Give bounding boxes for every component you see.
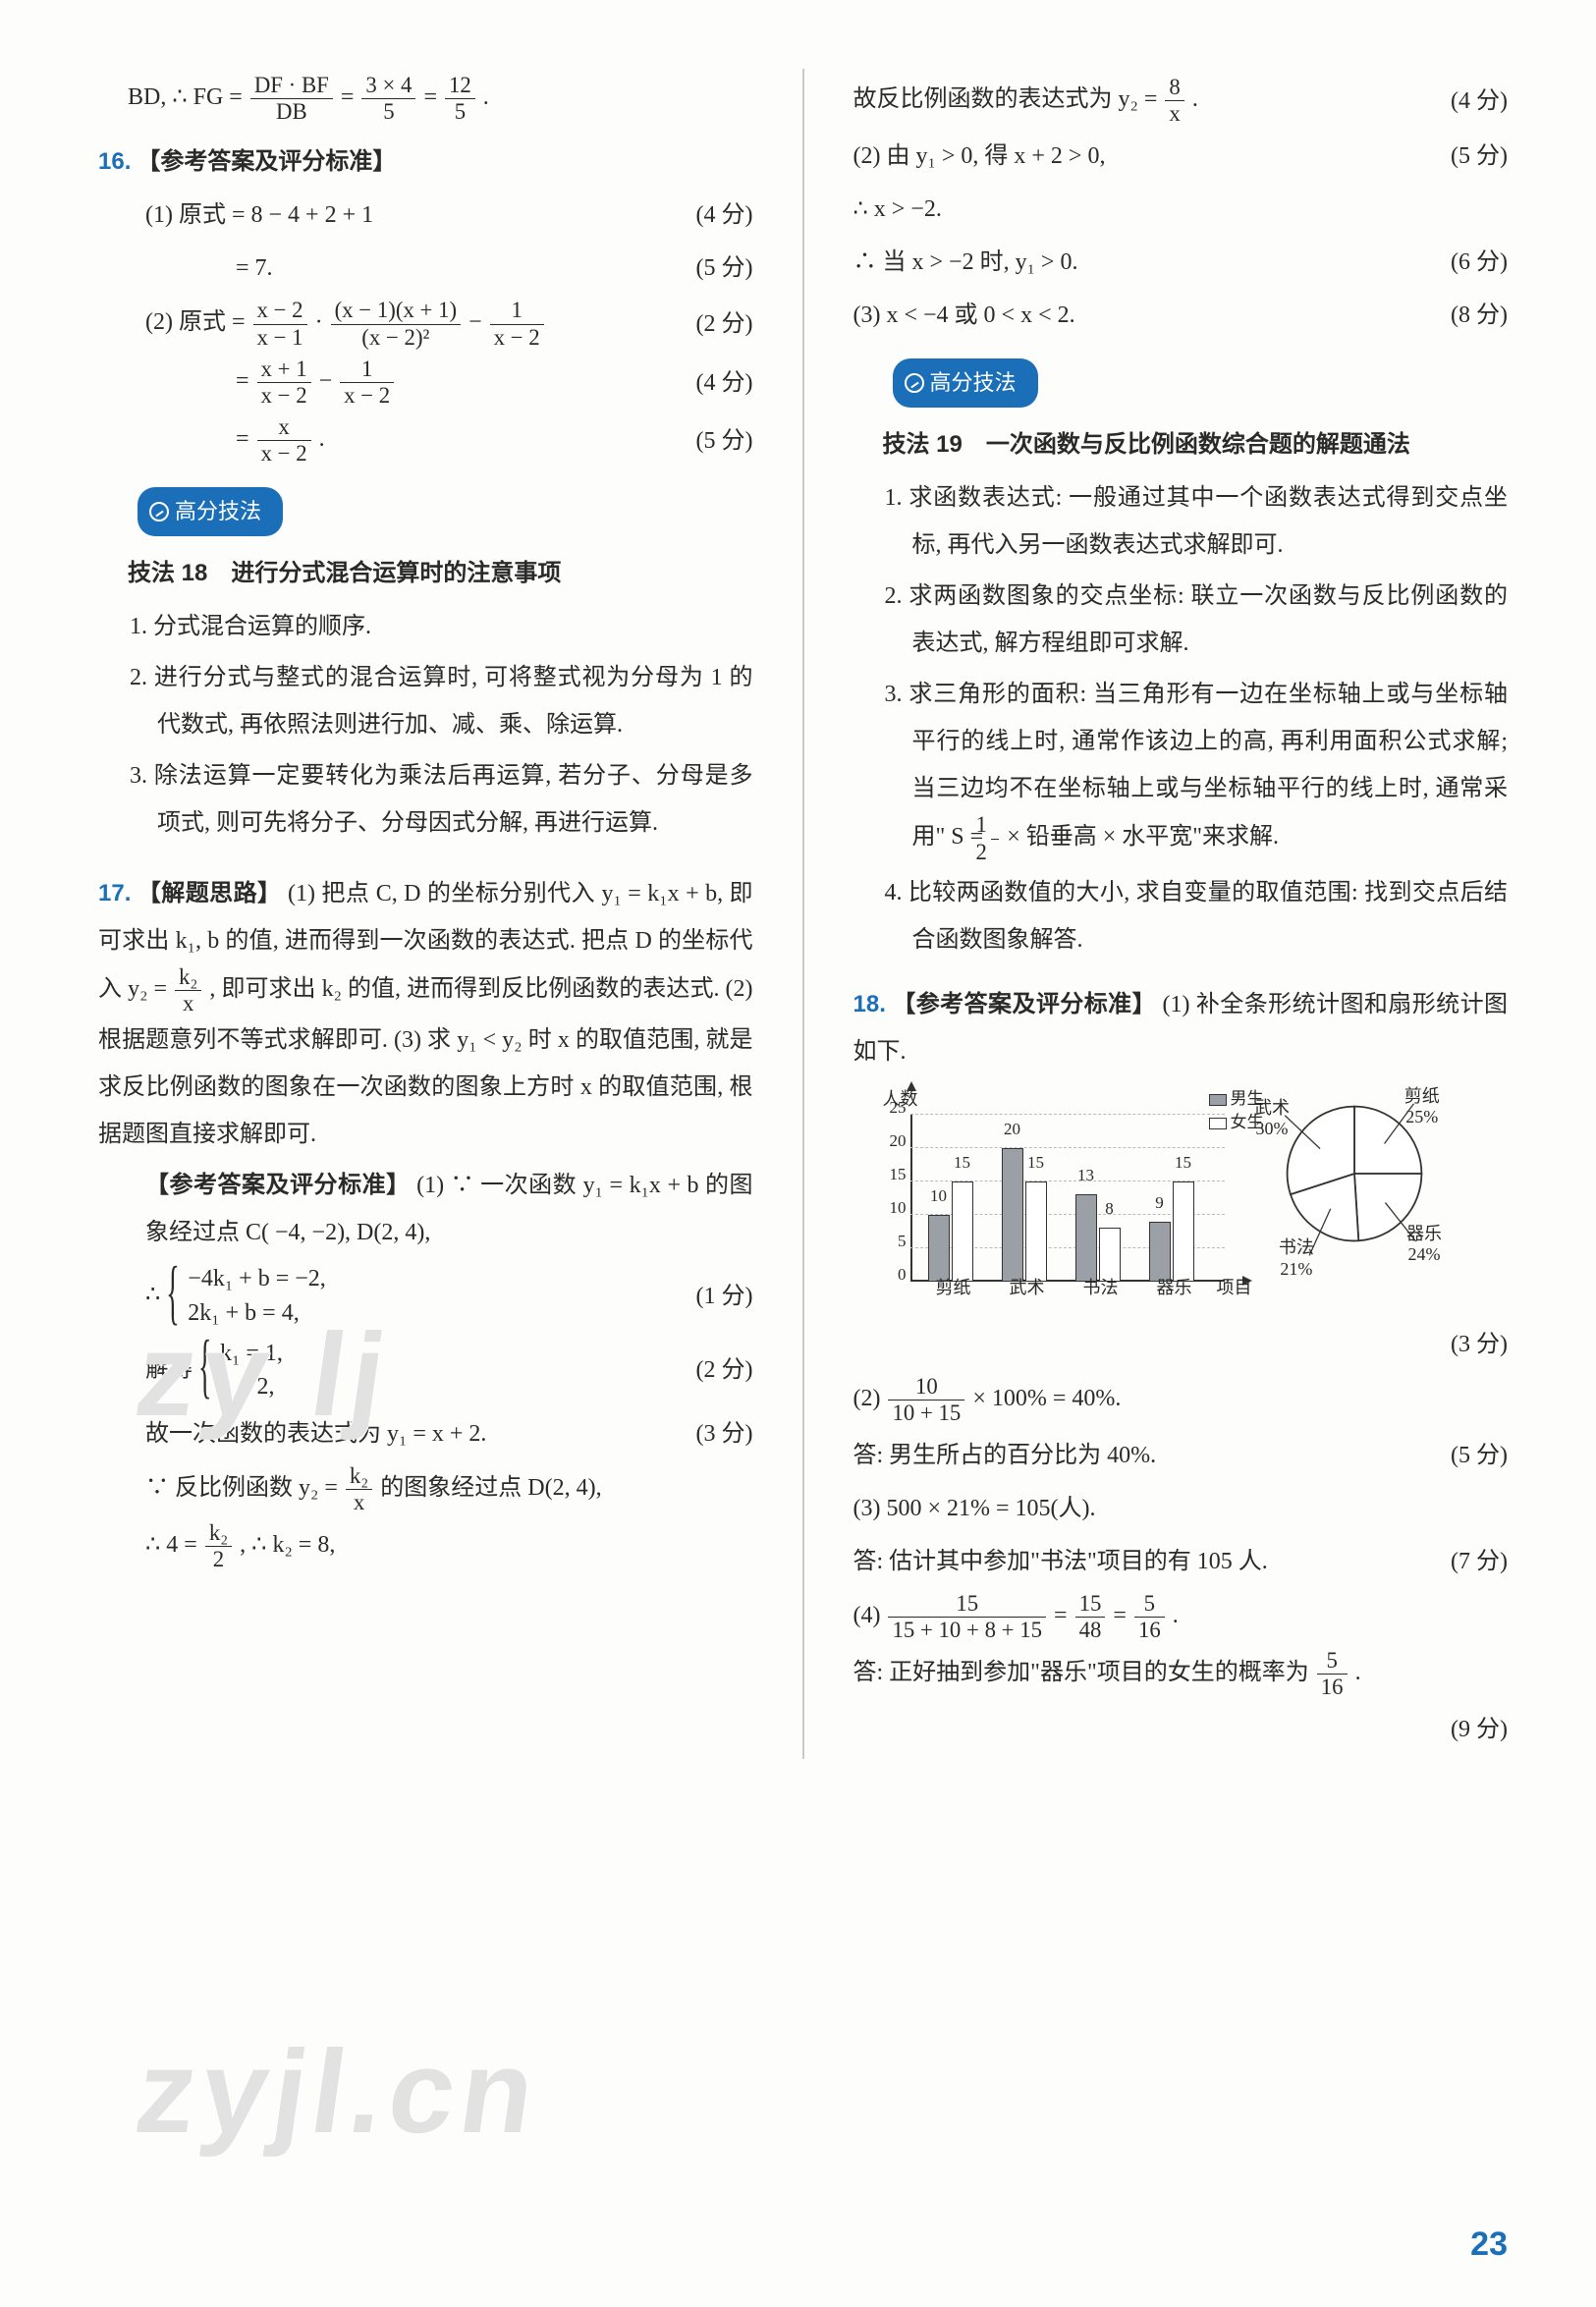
score-marker: (2 分) [685, 301, 753, 348]
page: BD, ∴ FG = DF · BFDB = 3 × 45 = 125 . 16… [0, 0, 1596, 2307]
tip-item: 2. 进行分式与整式的混合运算时, 可将整式视为分母为 1 的代数式, 再依照法… [130, 654, 753, 748]
swatch-icon [1209, 1094, 1227, 1106]
section-head: 【参考答案及评分标准】 [892, 992, 1156, 1017]
expr: = x + 1x − 2 − 1x − 2 [236, 357, 685, 409]
score-marker: (5 分) [1439, 133, 1508, 180]
tip-item: 4. 比较两函数值的大小, 求自变量的取值范围: 找到交点后结合函数图象解答. [885, 869, 1509, 963]
q18-calc3: (3) 500 × 21% = 105(人). [853, 1485, 1509, 1532]
section-head: 【参考答案及评分标准】 [145, 1173, 411, 1198]
tip18-body: 1. 分式混合运算的顺序. 2. 进行分式与整式的混合运算时, 可将整式视为分母… [130, 603, 753, 847]
fraction: 3 × 45 [361, 73, 415, 125]
q17-system: ∴ −4k₁ + b = −2, 2k₁ + b = 4, (1 分) [98, 1262, 753, 1331]
score-marker: (1 分) [685, 1273, 753, 1320]
right-column: 故反比例函数的表达式为 y₂ = 8x . (4 分) (2) 由 y₁ > 0… [853, 69, 1509, 1759]
q18-calc2: (2) 1010 + 15 × 100% = 40%. [853, 1374, 1509, 1426]
score-marker: (2 分) [685, 1346, 753, 1394]
score-marker: (5 分) [685, 417, 753, 465]
q18-ans4-score: (9 分) [853, 1706, 1509, 1753]
score-marker: (4 分) [1439, 78, 1508, 125]
badge-label: 高分技法 [930, 361, 1017, 405]
q18-ans3: 答: 估计其中参加"书法"项目的有 105 人. (7 分) [853, 1538, 1509, 1585]
expr: (2) 原式 = x − 2x − 1 · (x − 1)(x + 1)(x −… [145, 298, 685, 350]
q17-answer-head: 【参考答案及评分标准】 (1) ∵ 一次函数 y₁ = k₁x + b 的图象经… [98, 1162, 753, 1256]
r2: (2) 由 y₁ > 0, 得 x + 2 > 0, (5 分) [853, 133, 1509, 180]
tip-item: 1. 分式混合运算的顺序. [130, 603, 753, 650]
q17-a3: ∵ 反比例函数 y₂ = k₂x 的图象经过点 D(2, 4), [98, 1463, 753, 1515]
r1: 故反比例函数的表达式为 y₂ = 8x . (4 分) [853, 75, 1509, 127]
q18-ans4: 答: 正好抽到参加"器乐"项目的女生的概率为 516 . [853, 1648, 1509, 1700]
pie-chart: 剪纸25%器乐24%书法21%武术30% [1266, 1085, 1443, 1262]
watermark: zyjl.cn [121, 1974, 556, 2210]
tip-item: 2. 求两函数图象的交点坐标: 联立一次函数与反比例函数的表达式, 解方程组即可… [885, 573, 1509, 667]
expr: = xx − 2 . [236, 414, 685, 467]
q17-reasoning: 17. 【解题思路】 (1) 把点 C, D 的坐标分别代入 y₁ = k₁x … [98, 870, 753, 1158]
q18-ans2: 答: 男生所占的百分比为 40%. (5 分) [853, 1432, 1509, 1479]
figure-row: 人数 项目 男生 女生 05101520251015剪纸2015武术138书法9… [863, 1085, 1509, 1311]
q18-calc4: (4) 1515 + 10 + 8 + 15 = 1548 = 516 . [853, 1591, 1509, 1643]
page-number: 23 [1470, 2211, 1508, 2278]
fraction: 125 [445, 73, 475, 125]
pencil-icon [905, 373, 924, 393]
score-marker: (5 分) [685, 245, 753, 292]
text: 故一次函数的表达式为 y₁ = x + 2. [145, 1410, 685, 1457]
q16-line2: = 7. (5 分) [98, 245, 753, 292]
fraction: DF · BFDB [250, 73, 333, 125]
score-marker: (9 分) [1439, 1706, 1508, 1753]
badge-label: 高分技法 [175, 490, 261, 533]
tip-item: 1. 求函数表达式: 一般通过其中一个函数表达式得到交点坐标, 再代入另一函数表… [885, 474, 1509, 569]
brace-system: k₁ = 1, b = 2, [198, 1337, 283, 1405]
tip19-body: 1. 求函数表达式: 一般通过其中一个函数表达式得到交点坐标, 再代入另一函数表… [885, 474, 1509, 962]
score-marker: (3 分) [1439, 1321, 1508, 1368]
brace-system: −4k₁ + b = −2, 2k₁ + b = 4, [166, 1262, 326, 1331]
tip18-title: 技法 18 进行分式混合运算时的注意事项 [128, 550, 753, 597]
q17-solution: 解得 k₁ = 1, b = 2, (2 分) [98, 1337, 753, 1405]
expr: (1) 原式 = 8 − 4 + 2 + 1 [145, 192, 685, 239]
r5: (3) x < −4 或 0 < x < 2. (8 分) [853, 292, 1509, 339]
q17-a2: 故一次函数的表达式为 y₁ = x + 2. (3 分) [98, 1410, 753, 1457]
q16-line1: (1) 原式 = 8 − 4 + 2 + 1 (4 分) [98, 192, 753, 239]
score-marker: (4 分) [685, 192, 753, 239]
tip-item: 3. 求三角形的面积: 当三角形有一边在坐标轴上或与坐标轴平行的线上时, 通常作… [885, 671, 1509, 864]
text: BD, ∴ FG = [128, 84, 243, 110]
score-marker: (4 分) [685, 359, 753, 407]
two-column-layout: BD, ∴ FG = DF · BFDB = 3 × 45 = 125 . 16… [98, 69, 1508, 1759]
question-number: 18. [853, 991, 886, 1017]
q18-p1-score: (3 分) [853, 1321, 1509, 1368]
section-head: 【参考答案及评分标准】 [137, 149, 396, 175]
x-axis-label: 项目 [1217, 1270, 1252, 1305]
tip-badge: 高分技法 [893, 358, 1038, 408]
tip-badge: 高分技法 [138, 487, 283, 536]
q18-heading: 18. 【参考答案及评分标准】 (1) 补全条形统计图和扇形统计图如下. [853, 981, 1509, 1075]
swatch-icon [1209, 1118, 1227, 1129]
question-number: 17. [98, 880, 131, 906]
score-marker: (7 分) [1439, 1538, 1508, 1585]
score-marker: (8 分) [1439, 292, 1508, 339]
column-divider [802, 69, 804, 1759]
q16-line5: = xx − 2 . (5 分) [98, 414, 753, 467]
score-marker: (6 分) [1439, 239, 1508, 286]
bar-chart: 人数 项目 男生 女生 05101520251015剪纸2015武术138书法9… [863, 1085, 1246, 1311]
score-marker: (3 分) [685, 1410, 753, 1457]
q16-heading: 16. 【参考答案及评分标准】 [98, 138, 753, 186]
question-number: 16. [98, 148, 131, 175]
score-marker: (5 分) [1439, 1432, 1508, 1479]
q16-line3: (2) 原式 = x − 2x − 1 · (x − 1)(x + 1)(x −… [98, 298, 753, 350]
tip19-title: 技法 19 一次函数与反比例函数综合题的解题通法 [883, 421, 1509, 468]
r3: ∴ x > −2. [853, 186, 1509, 233]
q17-a4: ∴ 4 = k₂2 , ∴ k₂ = 8, [98, 1520, 753, 1572]
left-column: BD, ∴ FG = DF · BFDB = 3 × 45 = 125 . 16… [98, 69, 753, 1759]
tip-item: 3. 除法运算一定要转化为乘法后再运算, 若分子、分母是多项式, 则可先将分子、… [130, 752, 753, 847]
section-head: 【解题思路】 [138, 881, 282, 906]
pencil-icon [149, 502, 169, 522]
expr: = 7. [236, 245, 685, 292]
q15-tail: BD, ∴ FG = DF · BFDB = 3 × 45 = 125 . [128, 73, 753, 125]
arrow-icon [907, 1081, 916, 1091]
q16-line4: = x + 1x − 2 − 1x − 2 (4 分) [98, 357, 753, 409]
r4: ∴ 当 x > −2 时, y₁ > 0. (6 分) [853, 239, 1509, 286]
